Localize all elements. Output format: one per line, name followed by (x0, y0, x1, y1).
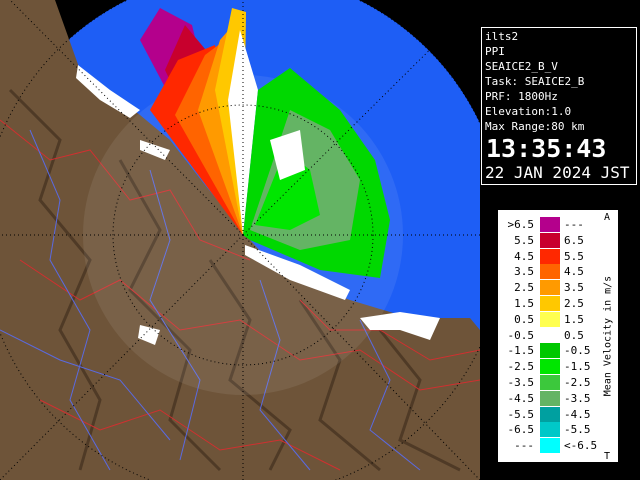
legend-row: 4.5 5.5 (498, 248, 598, 264)
legend-swatch (540, 296, 560, 311)
legend-row: -5.5 -4.5 (498, 406, 598, 422)
legend-high: 1.5 (564, 312, 584, 326)
terrain (8, 88, 461, 472)
prf: PRF: 1800Hz (485, 90, 558, 103)
legend-swatch (540, 375, 560, 390)
legend-row: -0.5 0.5 (498, 327, 598, 343)
radar-map (0, 0, 480, 480)
legend-high: -4.5 (564, 407, 591, 421)
legend-low: -1.5 (507, 344, 535, 358)
legend-high: -5.5 (564, 423, 591, 437)
legend-low: >6.5 (507, 218, 535, 231)
legend-row: 2.5 3.5 (498, 280, 598, 296)
legend-low: -2.5 (507, 360, 535, 374)
max-range: Max Range:80 km (485, 120, 585, 133)
legend-low: 5.5 (514, 233, 534, 247)
legend-low: 3.5 (514, 265, 534, 279)
legend-high: <-6.5 (564, 439, 598, 453)
rivers (0, 129, 421, 471)
legend-row: 0.5 1.5 (498, 311, 598, 327)
legend-high: 5.5 (564, 249, 584, 263)
echo (270, 130, 305, 180)
legend-swatch (540, 406, 560, 422)
legend-swatch (540, 327, 560, 343)
legend-high: -2.5 (564, 376, 591, 389)
echoes (140, 8, 390, 278)
legend-swatch (540, 264, 560, 280)
legend-swatch (540, 217, 560, 232)
legend-top-mark: A (604, 212, 611, 223)
land (0, 0, 480, 480)
legend-swatch (540, 280, 560, 296)
legend-high: -1.5 (564, 360, 591, 374)
legend-low: -3.5 (507, 376, 535, 389)
legend-row: -4.5 -3.5 (498, 390, 598, 406)
legend-low: --- (514, 439, 534, 453)
elevation: Elevation:1.0 (485, 105, 572, 118)
legend-row: 5.5 6.5 (498, 232, 598, 248)
date: 22 JAN 2024 JST (485, 163, 630, 182)
task: Task: SEAICE2_B (485, 75, 585, 88)
legend-swatch (540, 311, 560, 327)
legend-high: 0.5 (564, 328, 584, 342)
legend-swatch (540, 248, 560, 264)
legend-high: 4.5 (564, 265, 584, 279)
legend-row: --- <-6.5 (498, 438, 598, 454)
site: ilts2 (485, 30, 519, 43)
legend-swatch (540, 422, 560, 438)
legend-row: -1.5 -0.5 (498, 343, 598, 359)
legend-high: 6.5 (564, 233, 584, 247)
legend-swatch (540, 232, 560, 248)
info-panel: ilts2 PPI SEAICE2_B_V Task: SEAICE2_B PR… (481, 27, 637, 185)
echo (228, 30, 258, 235)
legend-title-box: A Mean Velocity in m/s T (600, 212, 616, 462)
legend-low: -6.5 (507, 423, 535, 437)
boundaries (0, 119, 480, 471)
legend-low: 4.5 (514, 249, 534, 263)
legend-high: -3.5 (564, 391, 591, 405)
legend-low: 0.5 (514, 312, 534, 326)
legend-row: -6.5 -5.5 (498, 422, 598, 438)
legend-swatch (540, 359, 560, 375)
legend-swatch (540, 438, 560, 454)
legend-low: 1.5 (514, 297, 534, 310)
legend-high: 2.5 (564, 297, 584, 310)
legend-high: --- (564, 218, 584, 231)
legend-row: -2.5 -1.5 (498, 359, 598, 375)
range-rings (0, 0, 480, 480)
mode: PPI (485, 45, 505, 58)
legend-row: -3.5 -2.5 (498, 375, 598, 390)
time: 13:35:43 (486, 134, 607, 163)
legend-row: >6.5 --- (498, 217, 598, 232)
legend-row: 3.5 4.5 (498, 264, 598, 280)
legend-low: -4.5 (507, 391, 535, 405)
legend-high: 3.5 (564, 281, 584, 295)
coast-ice (76, 65, 440, 345)
legend-row: 1.5 2.5 (498, 296, 598, 311)
legend-low: -5.5 (507, 407, 535, 421)
legend-low: -0.5 (507, 328, 535, 342)
legend-bottom-mark: T (604, 451, 611, 462)
product: SEAICE2_B_V (485, 60, 558, 73)
legend: >6.5 --- 5.5 6.5 4.5 5.5 3.5 4.5 2.5 3.5 1.5 2.5 0.5… (497, 209, 619, 463)
legend-low: 2.5 (514, 281, 534, 295)
legend-swatch (540, 343, 560, 359)
legend-swatch (540, 390, 560, 406)
legend-title: Mean Velocity in m/s (602, 275, 614, 397)
legend-high: -0.5 (564, 344, 591, 358)
